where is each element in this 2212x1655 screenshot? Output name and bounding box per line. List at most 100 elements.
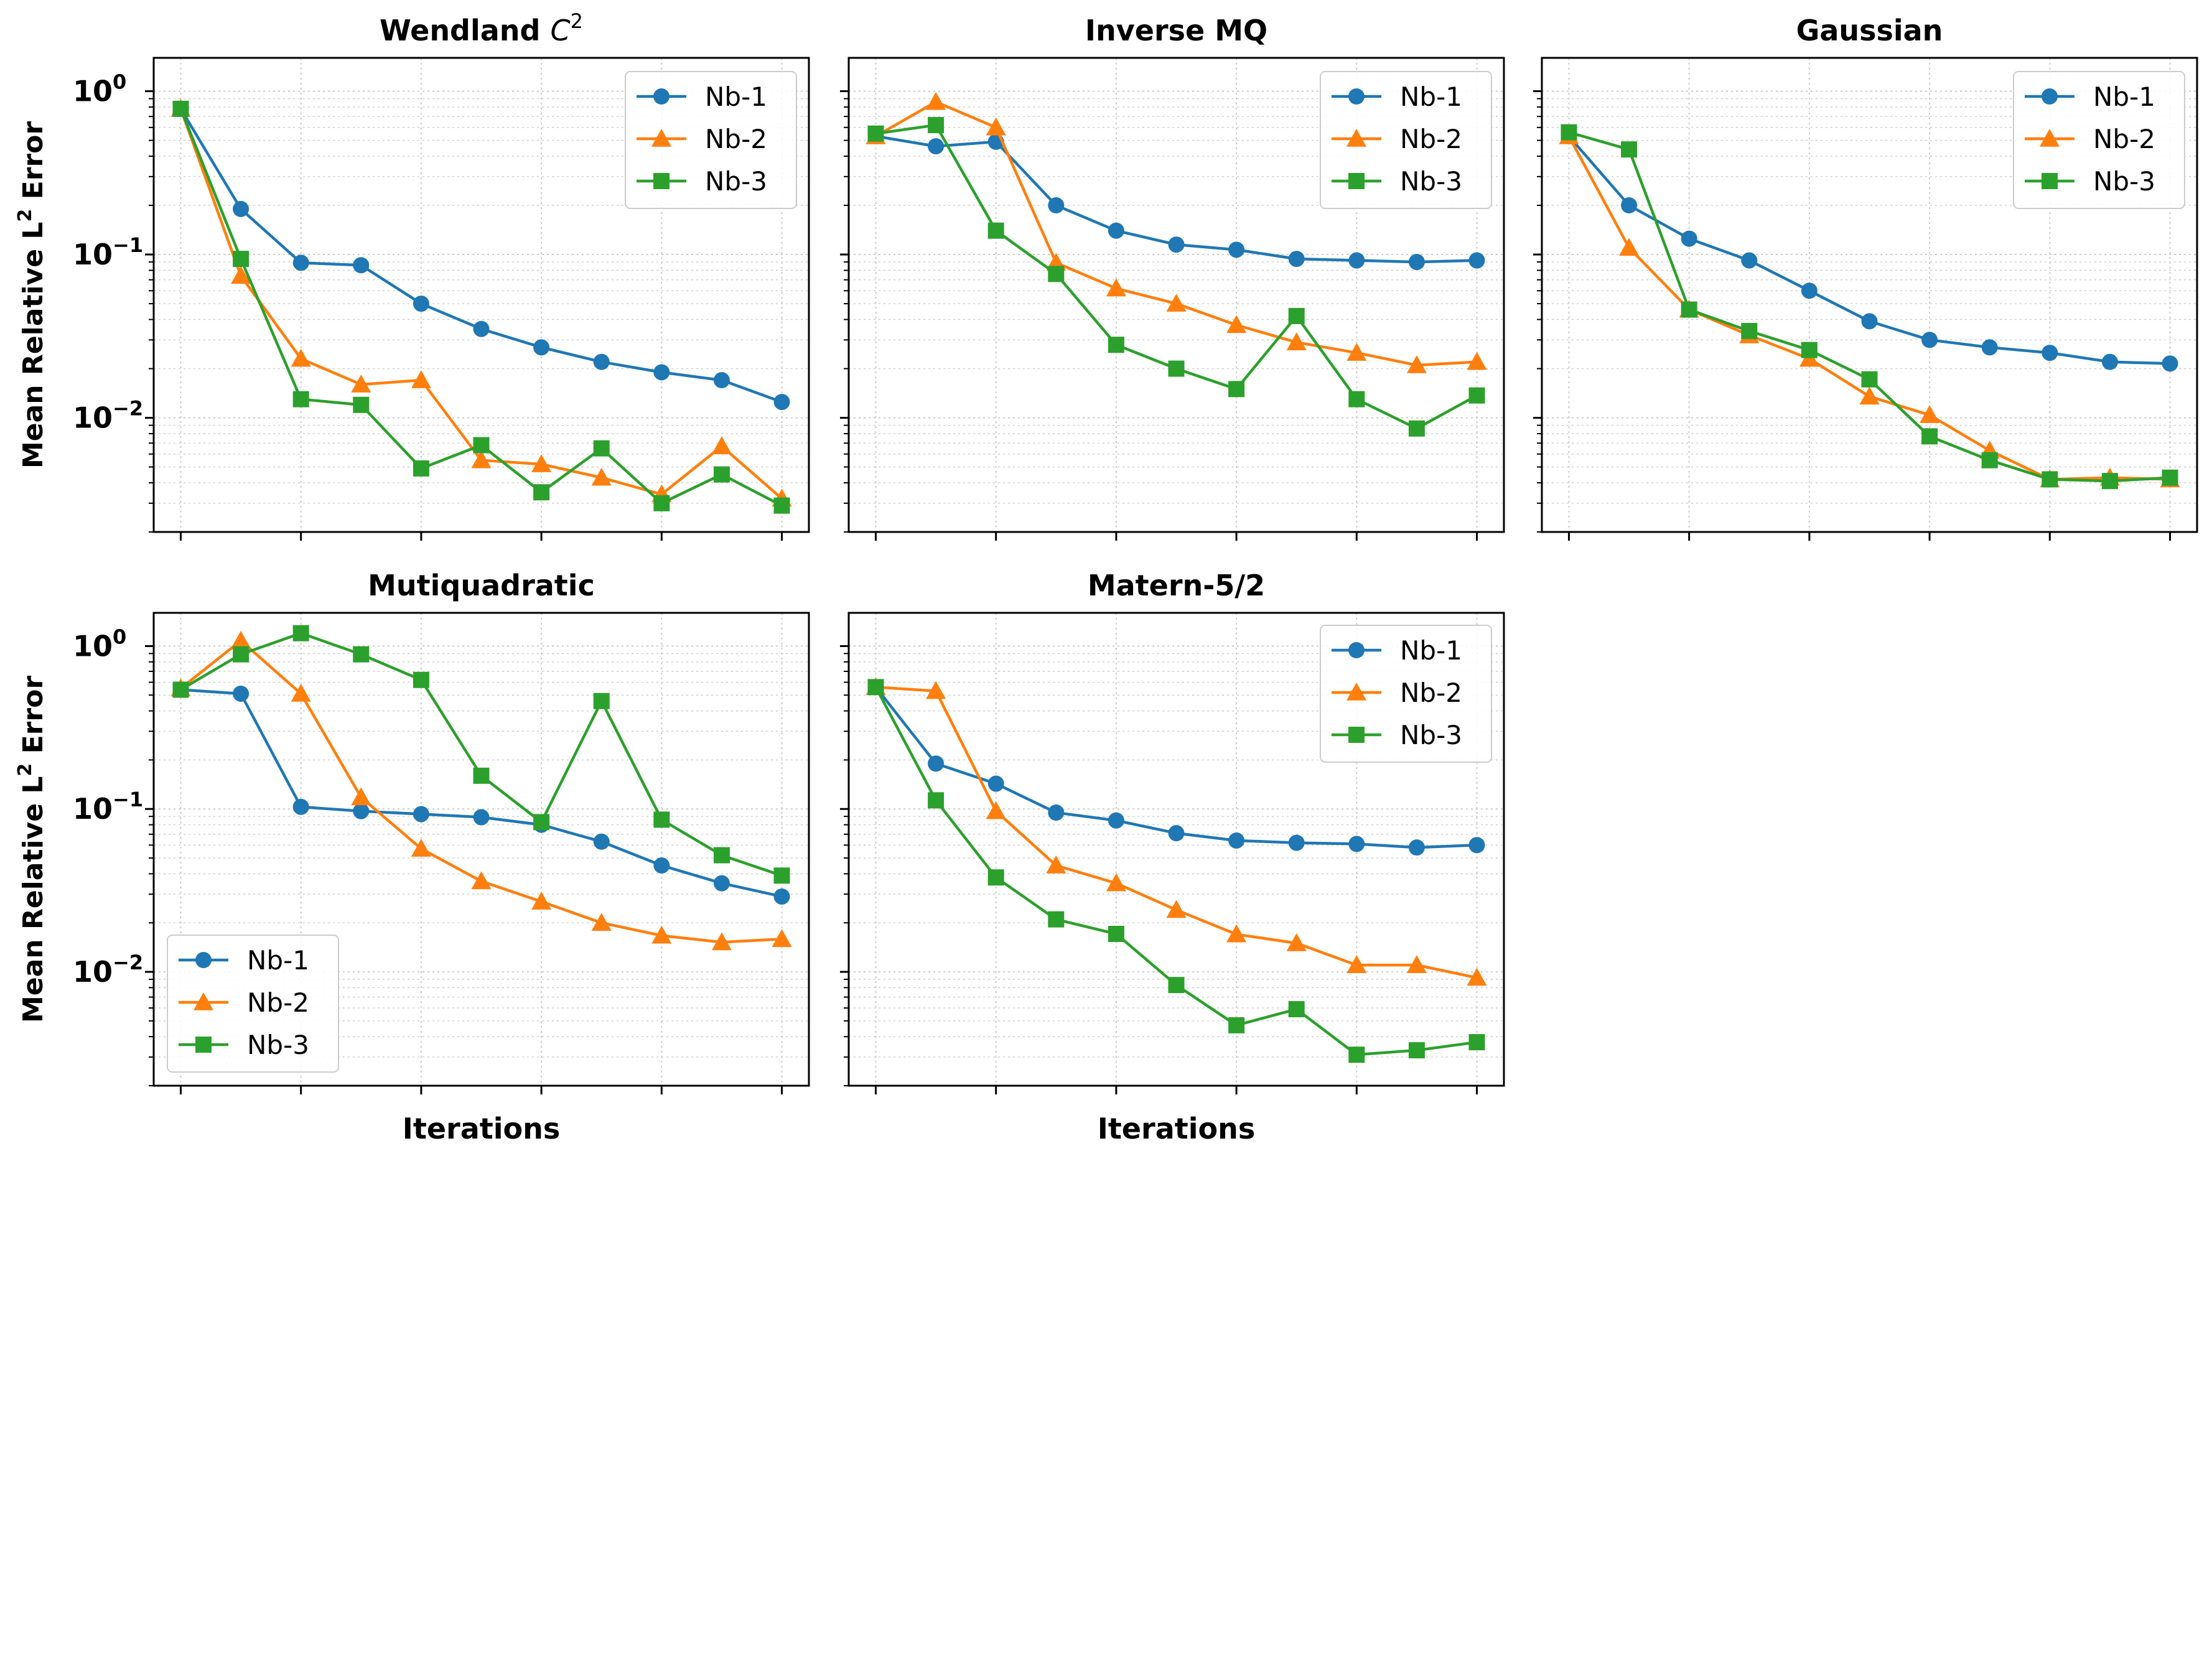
grid xyxy=(849,613,1504,1086)
data-point xyxy=(1561,124,1577,141)
data-point xyxy=(1681,230,1697,247)
legend-entry: Nb-2 xyxy=(179,987,309,1018)
series-Nb-3 xyxy=(867,679,1485,1063)
data-point xyxy=(1048,804,1065,821)
legend-label: Nb-1 xyxy=(1400,82,1462,112)
data-point xyxy=(651,925,672,944)
data-point xyxy=(928,792,945,809)
data-point xyxy=(1408,1042,1425,1059)
data-point xyxy=(1228,832,1245,849)
data-point xyxy=(1108,222,1124,239)
subplot-title: Mutiquadratic xyxy=(368,569,595,602)
data-point xyxy=(231,266,251,284)
data-point xyxy=(1168,236,1185,253)
data-point xyxy=(1468,1034,1485,1051)
data-point xyxy=(1108,337,1124,353)
data-point xyxy=(1348,1047,1365,1063)
data-point xyxy=(986,801,1006,819)
data-point xyxy=(1346,955,1367,973)
data-point xyxy=(233,200,250,217)
data-point xyxy=(1920,405,1940,423)
data-point xyxy=(926,681,946,699)
data-point xyxy=(1801,282,1818,299)
legend-entry: Nb-1 xyxy=(1332,82,1462,112)
data-point xyxy=(593,833,610,850)
data-point xyxy=(1108,812,1124,829)
data-point xyxy=(2042,471,2058,488)
x-axis-label: Iterations xyxy=(403,1112,561,1145)
data-point xyxy=(713,875,730,892)
legend-label: Nb-2 xyxy=(1400,678,1462,708)
data-point xyxy=(533,814,550,831)
data-point xyxy=(1228,241,1245,258)
legend-label: Nb-3 xyxy=(2093,166,2155,197)
data-point xyxy=(411,370,431,388)
data-point xyxy=(473,320,490,337)
data-point xyxy=(591,913,612,931)
data-point xyxy=(1468,837,1485,854)
data-point xyxy=(1406,355,1427,373)
data-point xyxy=(928,117,945,134)
data-point xyxy=(653,811,670,828)
data-point xyxy=(1288,307,1305,324)
subplot-title: Inverse MQ xyxy=(1085,14,1267,47)
data-point xyxy=(1468,387,1485,404)
legend-marker xyxy=(653,173,670,189)
data-point xyxy=(531,454,552,472)
data-point xyxy=(1408,254,1425,271)
data-point xyxy=(1168,825,1185,842)
data-point xyxy=(653,495,670,511)
data-point xyxy=(1168,977,1185,994)
legend-label: Nb-2 xyxy=(705,124,767,154)
data-point xyxy=(1619,238,1640,256)
data-point xyxy=(928,755,945,772)
data-point xyxy=(1228,1017,1245,1033)
data-point xyxy=(1801,342,1818,358)
legend: Nb-1 Nb-2 Nb-3 xyxy=(2013,71,2185,209)
data-point xyxy=(593,353,610,370)
data-point xyxy=(473,809,490,826)
data-point xyxy=(1288,1001,1305,1018)
data-point xyxy=(593,692,610,709)
data-point xyxy=(987,222,1004,239)
legend: Nb-1 Nb-2 Nb-3 xyxy=(1320,71,1492,209)
data-point xyxy=(1467,967,1487,986)
data-point xyxy=(351,787,371,806)
grid xyxy=(1542,58,2197,533)
legend-entry: Nb-3 xyxy=(179,1030,309,1060)
legend-label: Nb-1 xyxy=(247,945,309,976)
axes-frame xyxy=(847,57,1505,533)
data-point xyxy=(1921,428,1938,445)
data-point xyxy=(471,450,492,469)
axes-frame xyxy=(1541,57,2198,533)
data-point xyxy=(1168,360,1185,377)
legend-marker xyxy=(1346,683,1366,701)
legend-entry: Nb-1 xyxy=(637,82,767,112)
data-point xyxy=(1741,252,1758,269)
data-point xyxy=(1226,924,1247,943)
legend-entry: Nb-1 xyxy=(1332,635,1462,666)
data-point xyxy=(1288,251,1305,268)
legend-marker xyxy=(651,129,671,147)
data-point xyxy=(1621,141,1638,158)
series-Nb-2 xyxy=(170,630,792,951)
legend-marker xyxy=(1348,727,1365,743)
data-point xyxy=(351,374,371,393)
data-point xyxy=(653,857,670,874)
data-point xyxy=(1861,313,1878,330)
legend-entry: Nb-3 xyxy=(2025,166,2155,197)
legend-marker xyxy=(2042,173,2058,189)
subplot-3: Gaussian Nb-1 Nb-2 Nb-3 xyxy=(1533,14,2198,541)
data-point xyxy=(172,100,189,117)
legend-entry: Nb-2 xyxy=(1332,678,1462,708)
legend-marker xyxy=(2040,129,2060,147)
legend-marker xyxy=(195,952,212,968)
data-point xyxy=(1346,343,1367,361)
data-point xyxy=(2101,353,2118,370)
data-point xyxy=(1166,900,1187,918)
data-point xyxy=(1226,315,1247,333)
data-point xyxy=(987,869,1004,886)
data-point xyxy=(1106,278,1126,297)
data-point xyxy=(233,685,250,702)
